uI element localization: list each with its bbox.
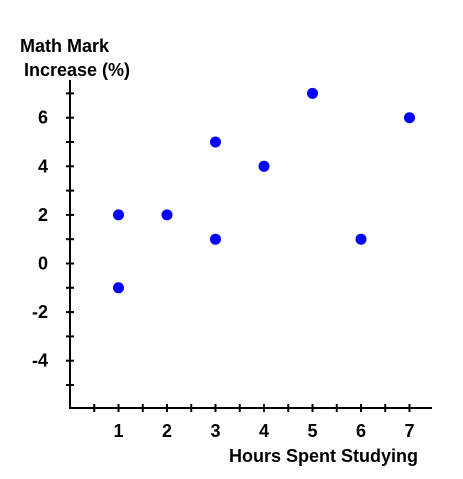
data-point	[258, 160, 270, 172]
x-ticks: 1 2 3 4 5 6 7	[93, 404, 415, 441]
x-tick-label: 3	[210, 421, 220, 441]
x-tick-label: 7	[404, 421, 414, 441]
data-point	[113, 282, 124, 294]
y-tick-label: 0	[38, 254, 48, 274]
y-axis-title-line2: Increase (%)	[24, 60, 130, 80]
data-point	[161, 209, 173, 221]
y-tick-label: 2	[38, 205, 48, 225]
y-tick-label: -2	[32, 302, 48, 322]
data-point	[307, 87, 318, 99]
y-ticks: -4 -2 0 2 4 6	[32, 92, 74, 386]
x-tick-label: 4	[259, 421, 269, 441]
x-tick-label: 6	[356, 421, 366, 441]
y-tick-label: 4	[38, 156, 48, 176]
data-points	[113, 87, 415, 294]
x-tick-label: 5	[307, 421, 317, 441]
data-point	[404, 112, 415, 124]
y-axis-title-line1: Math Mark	[20, 36, 110, 56]
data-point	[210, 136, 221, 148]
x-axis-title: Hours Spent Studying	[229, 446, 418, 466]
x-tick-label: 1	[113, 421, 123, 441]
data-point	[210, 233, 221, 245]
y-tick-label: -4	[32, 351, 48, 371]
y-tick-label: 6	[38, 108, 48, 128]
data-point	[355, 233, 367, 245]
data-point	[113, 209, 124, 221]
x-tick-label: 2	[162, 421, 172, 441]
